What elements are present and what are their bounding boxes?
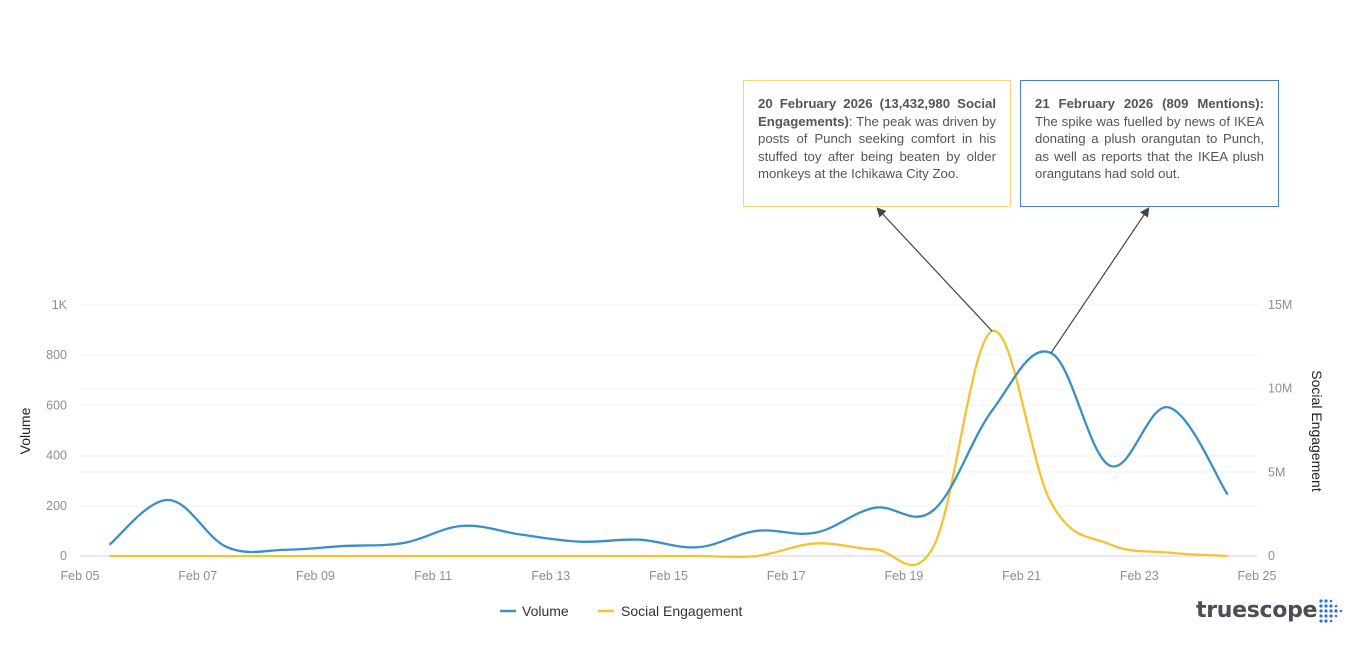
series-line-volume: [108, 350, 1229, 554]
right-axis-title: Social Engagement: [1309, 370, 1325, 492]
logo-dots-icon: [1319, 599, 1343, 623]
x-axis-ticks: Feb 05 Feb 07 Feb 09 Feb 11 Feb 13 Feb 15 Feb …: [61, 569, 1277, 583]
left-tick-label: 200: [46, 499, 67, 513]
right-tick-label: 0: [1268, 549, 1275, 563]
gridlines: [80, 304, 1257, 557]
right-tick-label: 10M: [1268, 382, 1292, 396]
x-tick-label: Feb 11: [414, 569, 452, 583]
truescope-logo: truescope: [1196, 597, 1343, 623]
logo-text: truescope: [1196, 597, 1318, 623]
annotation-text: : The peak was driven by posts of Punch …: [758, 113, 996, 182]
legend-item-volume[interactable]: Volume: [500, 603, 569, 619]
left-axis-title: Volume: [17, 407, 33, 454]
legend-label-social-engagement: Social Engagement: [621, 603, 743, 619]
left-tick-label: 0: [60, 549, 67, 563]
legend: Volume Social Engagement: [500, 603, 743, 619]
annotation-social-engagement-peak: 20 February 2026 (13,432,980 Social Enga…: [743, 80, 1011, 207]
series-line-social-engagement: [109, 330, 1228, 567]
series-lines: [108, 330, 1229, 567]
annotation-heading: 20 February 2026 (13,432,980 Social Enga…: [758, 96, 996, 129]
left-tick-label: 400: [46, 449, 67, 463]
annotation-volume-peak: 21 February 2026 (809 Mentions): The spi…: [1020, 80, 1279, 207]
left-tick-label: 800: [46, 348, 67, 362]
right-tick-label: 5M: [1268, 465, 1285, 479]
right-axis-ticks: 0 5M 10M 15M: [1268, 298, 1292, 563]
right-tick-label: 15M: [1268, 298, 1292, 312]
x-tick-label: Feb 23: [1120, 569, 1159, 583]
annotation-heading: 21 February 2026 (809 Mentions):: [1035, 96, 1264, 111]
x-tick-label: Feb 13: [531, 569, 570, 583]
annotation-arrows: [876, 207, 1150, 354]
annotation-arrow: [876, 207, 993, 332]
legend-label-volume: Volume: [522, 603, 569, 619]
x-tick-label: Feb 07: [178, 569, 217, 583]
left-tick-label: 1K: [52, 298, 68, 312]
x-tick-label: Feb 09: [296, 569, 335, 583]
x-tick-label: Feb 17: [767, 569, 806, 583]
x-tick-label: Feb 21: [1002, 569, 1041, 583]
legend-item-social-engagement[interactable]: Social Engagement: [598, 603, 743, 619]
x-tick-label: Feb 25: [1238, 569, 1277, 583]
annotation-arrow: [1050, 207, 1150, 354]
annotation-text: The spike was fuelled by news of IKEA do…: [1035, 113, 1264, 182]
x-tick-label: Feb 19: [884, 569, 923, 583]
left-axis-ticks: 0 200 400 600 800 1K: [46, 298, 68, 563]
x-tick-label: Feb 05: [61, 569, 100, 583]
x-tick-label: Feb 15: [649, 569, 688, 583]
left-tick-label: 600: [46, 398, 67, 412]
